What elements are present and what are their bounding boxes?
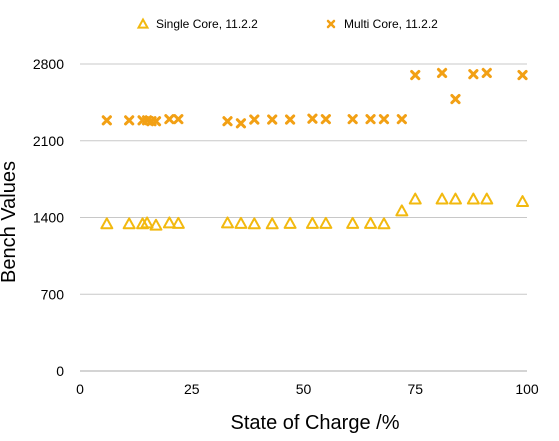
legend-label: Multi Core, 11.2.2 [344,17,438,31]
multi-core-point [347,114,358,125]
y-tick-label: 1400 [33,210,64,226]
y-axis-title: Bench Values [0,161,20,283]
legend-item: Multi Core, 11.2.2 [326,17,438,31]
x-tick-label: 50 [296,381,312,397]
single-core-point [234,216,248,229]
x-tick-label: 0 [76,381,84,397]
multi-core-point [222,116,233,127]
single-core-point [171,216,185,229]
single-core-point [221,216,235,229]
single-core-point [162,216,176,229]
multi-core-point [396,114,407,125]
x-tick-label: 25 [184,381,200,397]
single-core-point [319,216,333,229]
y-tick-label: 2800 [33,56,64,72]
multi-core-point [307,113,318,124]
single-core-point [448,192,462,205]
single-core-point [516,195,530,208]
multi-core-point [410,69,421,81]
multi-core-point [481,67,492,79]
single-core-point [408,192,422,205]
single-core-point [149,218,163,231]
triangle-marker-icon [136,17,150,29]
multi-core-point [284,114,296,125]
data-points [100,67,530,231]
multi-core-point [150,116,162,127]
single-core-point [466,192,480,205]
single-core-point [283,216,297,229]
multi-core-point [320,114,331,125]
single-core-point [377,217,391,230]
single-core-point [140,216,154,229]
multi-core-point [173,114,184,125]
multi-core-point [267,114,278,125]
multi-core-point [249,114,260,125]
single-core-point [100,217,114,230]
single-core-point [346,216,360,229]
legend-item: Single Core, 11.2.2 [136,17,258,31]
multi-core-point [164,114,175,125]
multi-core-point [450,93,461,105]
multi-core-point [365,114,376,125]
single-core-point [480,192,494,205]
multi-core-point [378,114,390,125]
y-tick-label: 2100 [33,133,64,149]
gridlines [80,63,527,372]
single-core-point [265,217,279,230]
single-core-point [435,192,449,205]
y-tick-label: 0 [56,363,64,379]
multi-core-point [101,115,112,126]
y-axis-ticks: 0 700 1400 2100 2800 [33,56,64,379]
single-core-point [395,204,409,217]
x-axis-title: State of Charge /% [231,412,400,434]
multi-core-point [517,69,528,81]
x-axis-ticks: 0 25 50 75 100 [76,381,539,397]
single-core-point [305,216,319,229]
x-tick-label: 100 [515,381,539,397]
x-tick-label: 75 [407,381,423,397]
cross-marker-icon [326,19,336,29]
multi-core-point [124,115,135,126]
y-tick-label: 700 [41,286,65,302]
multi-core-point [468,69,479,80]
legend: Single Core, 11.2.2 Multi Core, 11.2.2 [136,17,438,31]
legend-label: Single Core, 11.2.2 [156,17,258,31]
single-core-point [364,216,378,229]
single-core-point [247,217,261,230]
multi-core-point [436,67,448,79]
single-core-point [122,217,136,230]
multi-core-point [235,118,247,129]
